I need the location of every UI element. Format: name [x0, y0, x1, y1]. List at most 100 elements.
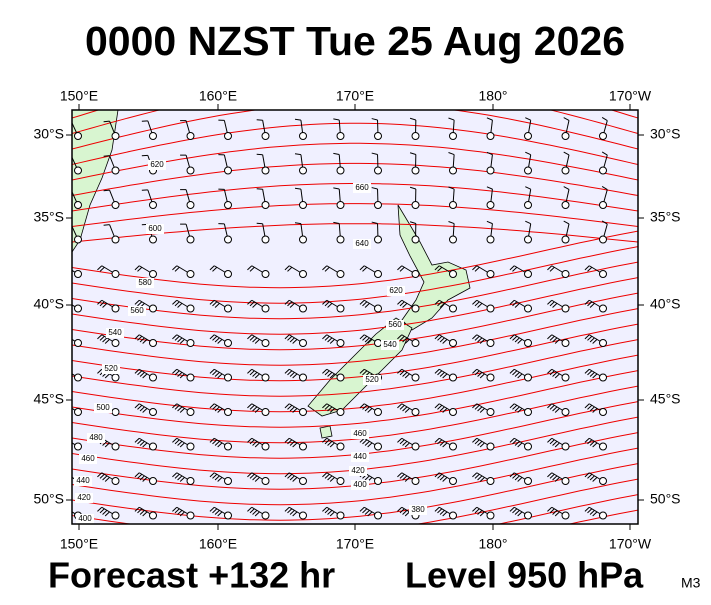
station [262, 374, 269, 381]
station [600, 409, 607, 416]
contour-label: 460 [81, 454, 95, 463]
barb-feather [60, 507, 64, 511]
station [525, 340, 532, 347]
station [187, 305, 194, 312]
station [412, 167, 419, 174]
contour-label: 440 [353, 452, 367, 461]
contour-label: 620 [389, 286, 403, 295]
station [562, 167, 569, 174]
station [150, 202, 157, 209]
station [337, 443, 344, 450]
station [150, 478, 157, 485]
station [525, 512, 532, 519]
barb-feather [257, 154, 263, 155]
station [600, 512, 607, 519]
station [450, 478, 457, 485]
station [525, 236, 532, 243]
station [562, 271, 569, 278]
barb-feather [60, 438, 64, 442]
station [562, 409, 569, 416]
contour-label: 640 [355, 239, 369, 248]
station [187, 340, 194, 347]
lat-label-right: 30°S [650, 126, 681, 142]
station [300, 271, 307, 278]
station [300, 202, 307, 209]
station [300, 133, 307, 140]
station [150, 340, 157, 347]
station [150, 305, 157, 312]
station [187, 409, 194, 416]
station [562, 374, 569, 381]
station [112, 133, 119, 140]
contour-label: 400 [78, 514, 92, 523]
barb-feather [65, 156, 71, 157]
station [262, 236, 269, 243]
station [337, 512, 344, 519]
contour-label: 540 [108, 328, 122, 337]
station [225, 202, 232, 209]
station [562, 512, 569, 519]
station [225, 443, 232, 450]
lon-label-top: 150°E [60, 88, 98, 104]
station [562, 478, 569, 485]
station [375, 271, 382, 278]
station [337, 478, 344, 485]
barb-feather [104, 121, 110, 122]
lat-label-left: 40°S [33, 296, 64, 312]
station [300, 236, 307, 243]
station [525, 202, 532, 209]
contour-label: 420 [77, 493, 91, 502]
barb-feather [60, 335, 64, 339]
station [75, 133, 82, 140]
barb-feather [65, 510, 69, 514]
station [225, 374, 232, 381]
station [187, 374, 194, 381]
station [112, 340, 119, 347]
station [525, 167, 532, 174]
contour-label: 400 [353, 480, 367, 489]
contour-label: 560 [388, 320, 402, 329]
lat-label-right: 45°S [650, 391, 681, 407]
station [487, 202, 494, 209]
station [487, 133, 494, 140]
contour-label: 500 [96, 403, 110, 412]
station [487, 443, 494, 450]
barb-feather [60, 369, 64, 373]
contour-label: 620 [150, 160, 164, 169]
station [262, 409, 269, 416]
contour-label: 520 [365, 375, 379, 384]
station [337, 374, 344, 381]
barb-feather [65, 476, 69, 480]
station [112, 202, 119, 209]
station [300, 305, 307, 312]
station [487, 340, 494, 347]
station [562, 202, 569, 209]
station [112, 236, 119, 243]
station [225, 478, 232, 485]
station [262, 133, 269, 140]
barb-feather [65, 190, 71, 191]
station [600, 340, 607, 347]
station [262, 305, 269, 312]
station [300, 340, 307, 347]
station [487, 409, 494, 416]
station [600, 374, 607, 381]
lat-label-left: 30°S [33, 126, 64, 142]
contour-label: 480 [89, 433, 103, 442]
title: 0000 NZST Tue 25 Aug 2026 [85, 18, 625, 64]
barb-feather [65, 372, 69, 376]
lat-label-right: 50°S [650, 491, 681, 507]
station [412, 305, 419, 312]
station [600, 305, 607, 312]
station [375, 202, 382, 209]
barb-feather [104, 225, 110, 226]
station [525, 374, 532, 381]
station [600, 443, 607, 450]
contour-label: 440 [76, 476, 90, 485]
station [412, 236, 419, 243]
contour-label: 380 [411, 505, 425, 514]
contour-label: 580 [138, 278, 152, 287]
station [187, 443, 194, 450]
lon-label-top: 170°W [609, 88, 652, 104]
station [187, 478, 194, 485]
